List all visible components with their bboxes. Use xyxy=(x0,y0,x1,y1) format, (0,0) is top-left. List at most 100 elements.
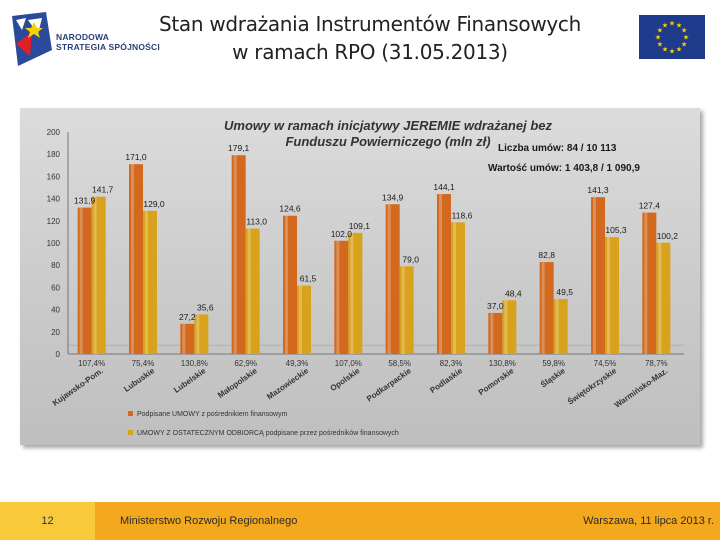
data-label-series-2: 49,5 xyxy=(556,287,573,297)
chart-legend: Podpisane UMOWY z pośrednikiem finansowy… xyxy=(128,411,399,437)
bar-highlight xyxy=(131,164,134,354)
eu-star-icon: ★ xyxy=(669,48,675,56)
y-tick-label: 60 xyxy=(51,283,60,292)
bar-series-2 xyxy=(605,237,619,354)
data-label-series-1: 82,8 xyxy=(538,250,555,260)
x-tick-label: Kujawsko-Pom. xyxy=(51,366,105,408)
data-label-series-2: 35,6 xyxy=(197,302,214,312)
bar-series-1 xyxy=(437,194,451,354)
data-label-series-2: 141,7 xyxy=(92,185,114,195)
bar-highlight xyxy=(350,232,354,354)
y-tick-label: 180 xyxy=(47,150,61,159)
eu-star-icon: ★ xyxy=(676,21,682,29)
bar-highlight xyxy=(401,266,405,354)
bar-series-2 xyxy=(91,196,106,354)
eu-star-icon: ★ xyxy=(681,27,687,35)
legend-swatch-series-2 xyxy=(128,430,133,435)
data-label-series-1: 144,1 xyxy=(433,182,455,192)
legend-swatch-series-1 xyxy=(128,411,133,416)
x-tick-label: Podlaskie xyxy=(428,366,464,395)
bar-series-2 xyxy=(656,242,671,354)
footer-left-block xyxy=(0,502,95,540)
percentage-label: 130,8% xyxy=(489,359,516,368)
bar-highlight xyxy=(247,228,251,354)
data-label-series-1: 127,4 xyxy=(639,201,661,211)
y-tick-label: 80 xyxy=(51,261,60,270)
eu-star-icon: ★ xyxy=(669,20,675,28)
bar-series-2 xyxy=(297,285,311,354)
bar-highlight xyxy=(504,300,508,354)
bar-series-2 xyxy=(451,222,465,354)
bar-highlight xyxy=(233,155,237,354)
bar-series-2 xyxy=(194,314,209,354)
eu-star-icon: ★ xyxy=(657,27,663,35)
bar-series-1 xyxy=(180,323,195,354)
place-date: Warszawa, 11 lipca 2013 r. xyxy=(583,515,714,527)
data-label-series-2: 113,0 xyxy=(246,217,267,227)
x-tick-label: Świętokrzyskie xyxy=(566,366,619,407)
x-tick-label: Warmińsko-Maz. xyxy=(613,366,670,409)
bar-highlight xyxy=(182,323,186,354)
data-label-series-1: 141,3 xyxy=(587,185,609,195)
data-label-series-1: 179,1 xyxy=(228,143,250,153)
chart-panel: 0 20 40 60 80 100 120 140 160 180 200 131,9 141,7 10… xyxy=(20,108,700,445)
bar-highlight xyxy=(336,240,340,354)
bar-series-1 xyxy=(231,155,246,354)
y-tick-label: 140 xyxy=(47,195,61,204)
y-tick-label: 100 xyxy=(47,239,61,248)
nss-logo-mark-icon xyxy=(12,12,52,66)
legend-label-series-1: Podpisane UMOWY z pośrednikiem finansowy… xyxy=(137,411,288,418)
x-tick-label: Pomorskie xyxy=(477,366,516,397)
data-label-series-2: 61,5 xyxy=(300,274,317,284)
y-tick-label: 40 xyxy=(51,306,60,315)
data-label-series-2: 118,6 xyxy=(452,210,473,220)
percentage-label: 107,4% xyxy=(78,359,105,368)
ministry-name: Ministerstwo Rozwoju Regionalnego xyxy=(120,515,298,527)
percentage-label: 75,4% xyxy=(132,359,155,368)
x-tick-label: Podkarpackie xyxy=(365,366,413,404)
x-tick-label: Lubuskie xyxy=(122,366,156,394)
x-tick-label: Śląskie xyxy=(539,366,567,390)
y-tick-label: 0 xyxy=(56,350,61,359)
data-label-series-2: 105,3 xyxy=(605,225,627,235)
bar-series-1 xyxy=(77,207,92,354)
nss-logo: NARODOWA STRATEGIA SPÓJNOŚCI xyxy=(8,10,168,70)
bar-series-1 xyxy=(129,164,143,354)
bar-series-1 xyxy=(591,197,605,354)
x-tick-label: Mazowieckie xyxy=(265,366,310,401)
data-label-series-1: 27,2 xyxy=(179,312,196,322)
bar-highlight xyxy=(453,222,456,354)
bar-highlight xyxy=(593,197,596,354)
percentage-label: 130,8% xyxy=(181,359,208,368)
logo-line-2: STRATEGIA SPÓJNOŚCI xyxy=(56,42,160,52)
bar-highlight xyxy=(644,212,648,354)
page-number: 12 xyxy=(41,515,54,527)
data-label-series-1: 131,9 xyxy=(74,196,96,206)
percentage-label: 62,9% xyxy=(234,359,257,368)
logo-text: NARODOWA STRATEGIA SPÓJNOŚCI xyxy=(56,32,176,52)
data-label-series-1: 37,0 xyxy=(487,301,504,311)
bar-highlight xyxy=(555,299,559,354)
bar-series-1 xyxy=(642,212,657,354)
bar-highlight xyxy=(439,194,442,354)
data-label-series-2: 109,1 xyxy=(349,221,371,231)
bar-series-2 xyxy=(143,210,157,354)
bar-series-1 xyxy=(539,262,554,354)
bar-highlight xyxy=(387,204,391,354)
chart-title-line-2: Funduszu Powierniczego (mln zł) xyxy=(285,134,490,149)
bar-series-1 xyxy=(334,240,349,354)
footer-bar xyxy=(95,502,720,540)
bar-highlight xyxy=(79,207,83,354)
page-title-line-1: Stan wdrażania Instrumentów Finansowych xyxy=(159,12,581,36)
x-tick-label: Opolskie xyxy=(329,366,362,393)
eu-star-icon: ★ xyxy=(683,34,689,42)
chart-title-line-1: Umowy w ramach inicjatywy JEREMIE wdraża… xyxy=(224,118,552,133)
bar-highlight xyxy=(145,210,148,354)
data-label-series-2: 100,2 xyxy=(657,231,679,241)
y-tick-label: 20 xyxy=(51,328,60,337)
percentage-label: 49,3% xyxy=(286,359,309,368)
annotation-contract-value: Wartość umów: 1 403,8 / 1 090,9 xyxy=(488,163,640,174)
page-title-line-2: w ramach RPO (31.05.2013) xyxy=(232,40,508,64)
bar-series-1 xyxy=(283,215,297,354)
